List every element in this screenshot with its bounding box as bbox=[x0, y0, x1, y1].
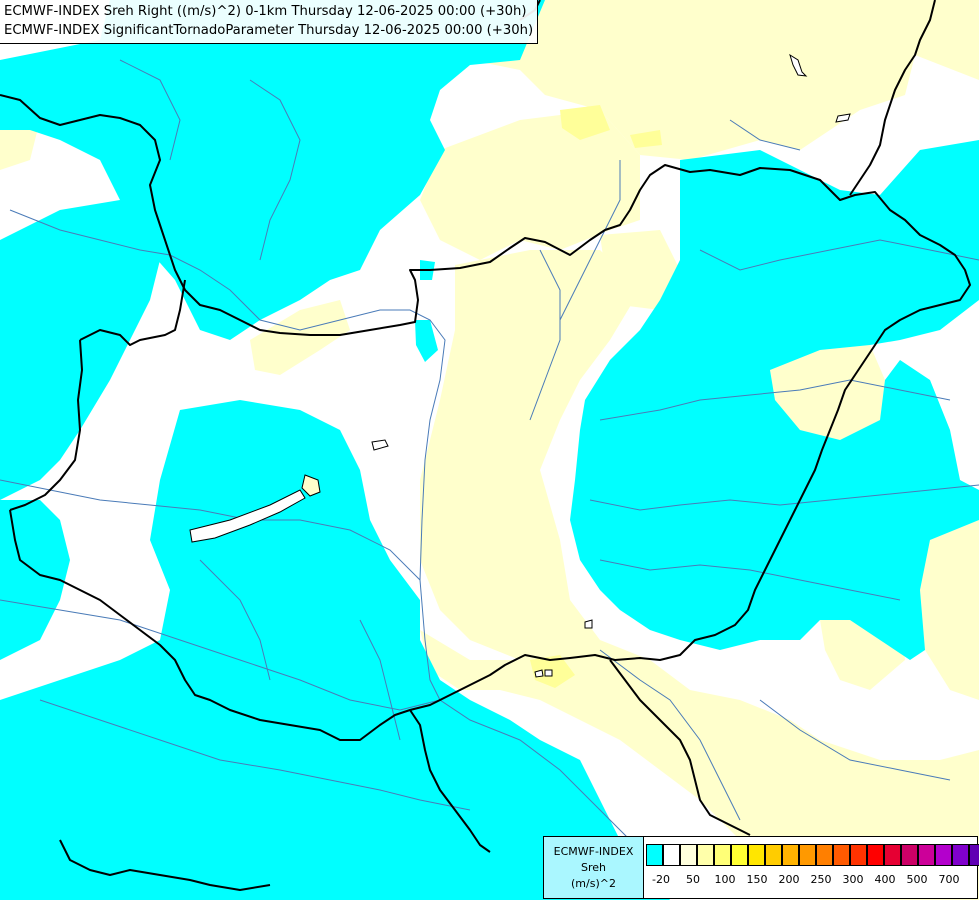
legend-tick-label: 250 bbox=[810, 873, 832, 886]
legend-name: ECMWF-INDEX bbox=[553, 845, 634, 858]
legend-swatch bbox=[748, 844, 765, 866]
legend-tick-label: 200 bbox=[778, 873, 800, 886]
legend-tick-label: 400 bbox=[874, 873, 896, 886]
legend-swatch bbox=[884, 844, 901, 866]
legend-swatch bbox=[850, 844, 867, 866]
legend-swatch bbox=[935, 844, 952, 866]
color-legend: ECMWF-INDEX Sreh (m/s)^2 -20 50 100 150 200 2… bbox=[543, 836, 979, 899]
legend-swatch bbox=[697, 844, 714, 866]
legend-tick-label: 100 bbox=[714, 873, 736, 886]
legend-swatch bbox=[867, 844, 884, 866]
legend-swatch bbox=[969, 844, 979, 866]
legend-variable: Sreh bbox=[580, 861, 606, 874]
title-line-stp: ECMWF-INDEX SignificantTornadoParameter … bbox=[4, 23, 534, 38]
legend-swatch bbox=[918, 844, 935, 866]
legend-swatch bbox=[663, 844, 680, 866]
legend-tick-label: 50 bbox=[686, 873, 700, 886]
legend-swatch bbox=[765, 844, 782, 866]
legend-swatch bbox=[952, 844, 969, 866]
legend-tick-label: 300 bbox=[842, 873, 864, 886]
legend-tick-label: 700 bbox=[938, 873, 960, 886]
legend-swatch bbox=[901, 844, 918, 866]
legend-ticks: -20 50 100 150 200 250 300 400 500 700 bbox=[646, 873, 976, 891]
legend-swatch bbox=[816, 844, 833, 866]
legend-swatch bbox=[714, 844, 731, 866]
legend-label-area: ECMWF-INDEX Sreh (m/s)^2 bbox=[544, 837, 644, 898]
lakes bbox=[189, 53, 851, 678]
map-title-box: ECMWF-INDEX Sreh Right ((m/s)^2) 0-1km T… bbox=[0, 0, 539, 44]
legend-swatch bbox=[833, 844, 850, 866]
legend-tick-label: 500 bbox=[906, 873, 928, 886]
legend-swatch bbox=[680, 844, 697, 866]
legend-swatches bbox=[646, 844, 979, 866]
title-line-sreh: ECMWF-INDEX Sreh Right ((m/s)^2) 0-1km T… bbox=[4, 4, 527, 19]
legend-unit: (m/s)^2 bbox=[571, 877, 616, 890]
legend-tick-label: -20 bbox=[652, 873, 670, 886]
legend-swatch bbox=[646, 844, 663, 866]
legend-swatch bbox=[782, 844, 799, 866]
legend-swatch bbox=[731, 844, 748, 866]
legend-tick-label: 150 bbox=[746, 873, 768, 886]
legend-swatch bbox=[799, 844, 816, 866]
